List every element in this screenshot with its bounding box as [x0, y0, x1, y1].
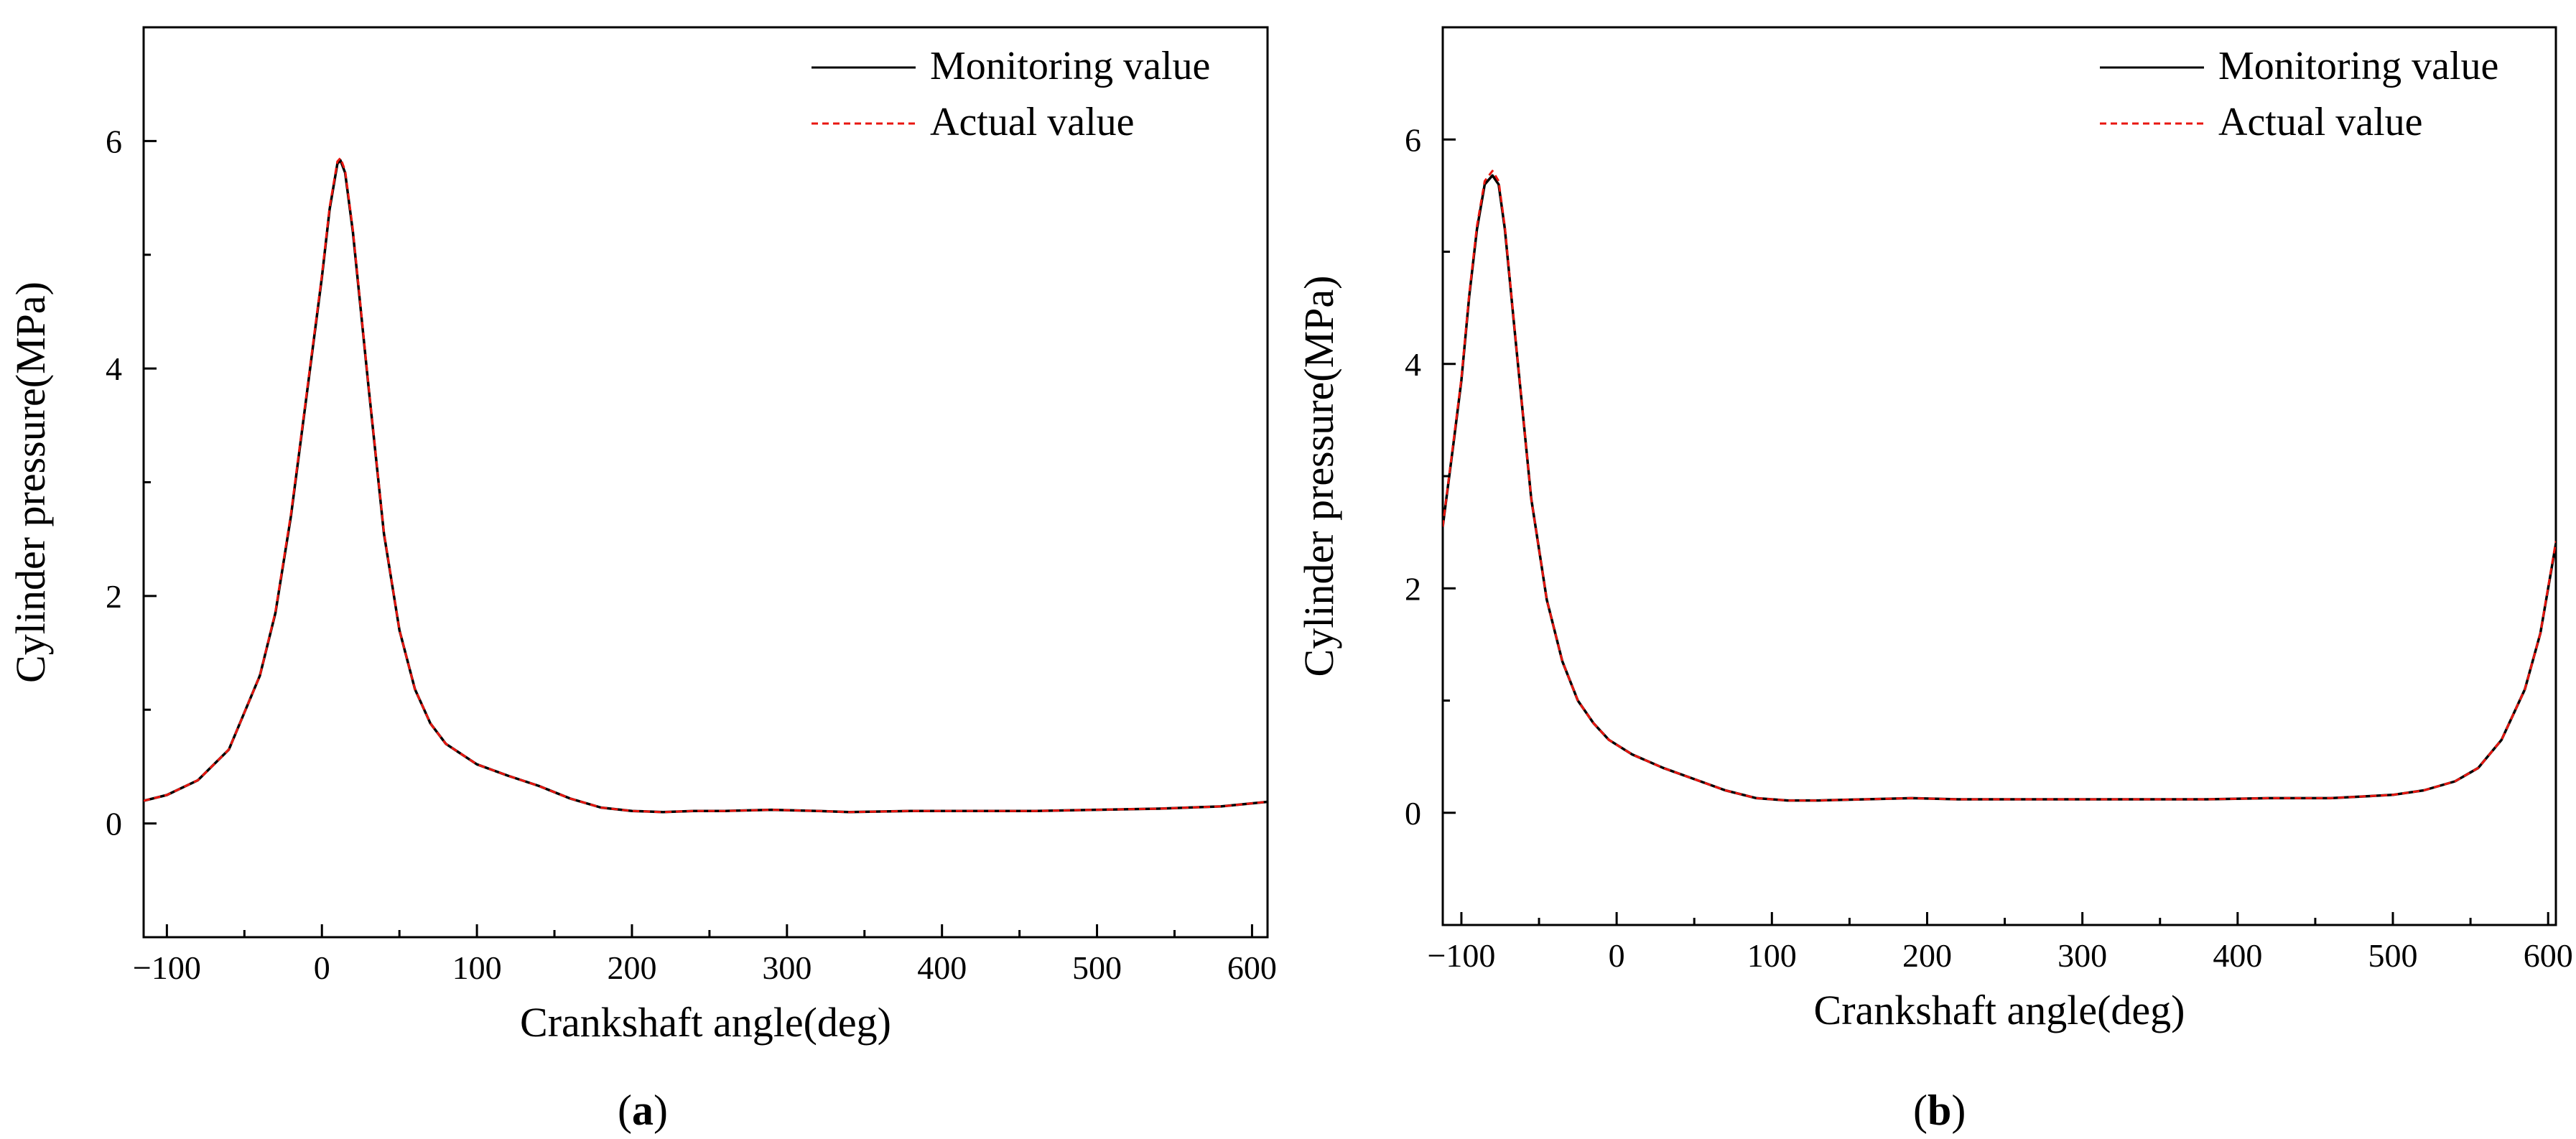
- chart-a-svg: −100 0 100 200 300 400 500 600 0 2 4 6 Crankshaft an…: [7, 26, 1277, 1046]
- legend-label: Actual value: [930, 100, 1135, 144]
- chart-b-svg: −100 0 100 200 300 400 500 600 0 2 4 6 Crankshaft an…: [1296, 26, 2573, 1033]
- caption-a-label: a: [631, 1087, 654, 1134]
- x-axis-title: Crankshaft angle(deg): [520, 999, 891, 1046]
- series-line-monitoring: [144, 159, 1268, 814]
- x-tick-label: 0: [314, 949, 330, 986]
- chart-panel-a: −100 0 100 200 300 400 500 600 0 2 4 6 Crankshaft an…: [7, 26, 1277, 1134]
- x-axis-title: Crankshaft angle(deg): [1814, 987, 2185, 1033]
- legend-label: Monitoring value: [930, 44, 1210, 88]
- y-tick-label: 6: [1405, 121, 1421, 158]
- x-tick-label: 600: [1227, 949, 1277, 986]
- legend-label: Monitoring value: [2218, 44, 2498, 88]
- x-tick-label: 0: [1609, 937, 1625, 974]
- x-tick-label: −100: [1427, 937, 1495, 974]
- y-tick-label: 6: [106, 123, 122, 159]
- y-tick-label: 2: [106, 578, 122, 615]
- x-tick-label: 500: [1072, 949, 1122, 986]
- plot-frame: [1441, 26, 2557, 926]
- x-tick-label: 400: [917, 949, 967, 986]
- y-tick-label: 2: [1405, 570, 1421, 607]
- legend-label: Actual value: [2218, 100, 2423, 144]
- y-tick-label: 4: [106, 350, 122, 387]
- x-tick-label: 100: [1747, 937, 1797, 974]
- series-line-actual: [144, 157, 1268, 814]
- caption-b: (b): [1913, 1087, 1966, 1134]
- chart-panel-b: −100 0 100 200 300 400 500 600 0 2 4 6 Crankshaft an…: [1288, 0, 2576, 1139]
- y-axis-title: Cylinder pressure(MPa): [1296, 276, 1342, 677]
- y-axis-title: Cylinder pressure(MPa): [7, 282, 54, 683]
- y-tick-label: 0: [106, 806, 122, 842]
- x-tick-label: 200: [1902, 937, 1952, 974]
- y-tick-label: 0: [1405, 795, 1421, 832]
- x-tick-label: 600: [2524, 937, 2573, 974]
- x-tick-label: 500: [2368, 937, 2418, 974]
- x-tick-label: 300: [762, 949, 812, 986]
- x-tick-label: 200: [607, 949, 656, 986]
- x-tick-label: 400: [2213, 937, 2262, 974]
- caption-b-label: b: [1927, 1087, 1952, 1134]
- series-line-monitoring: [1443, 174, 2556, 802]
- series-line-actual: [1443, 169, 2556, 802]
- y-tick-label: 4: [1405, 346, 1421, 383]
- plot-frame: [142, 26, 1269, 939]
- x-tick-label: 100: [452, 949, 502, 986]
- x-tick-label: −100: [133, 949, 201, 986]
- caption-a: (a): [618, 1087, 668, 1134]
- x-tick-label: 300: [2057, 937, 2107, 974]
